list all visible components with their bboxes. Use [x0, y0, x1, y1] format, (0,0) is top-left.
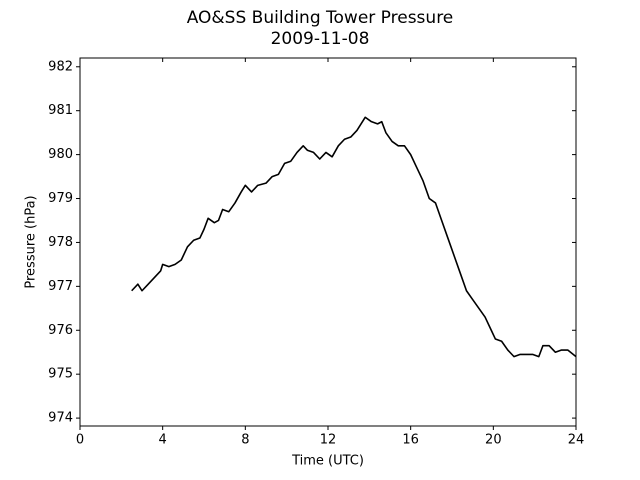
y-tick-label: 980 — [48, 147, 73, 162]
y-tick-label: 978 — [48, 235, 73, 250]
x-tick-label: 24 — [568, 433, 585, 448]
y-axis-label: Pressure (hPa) — [24, 195, 39, 288]
line-series — [131, 116, 577, 358]
y-tick-label: 982 — [48, 59, 73, 74]
chart-subtitle: 2009-11-08 — [271, 29, 370, 49]
y-tick-label: 981 — [48, 103, 73, 118]
y-tick-label: 979 — [48, 191, 73, 206]
x-tick-label: 0 — [76, 433, 84, 448]
x-tick-label: 12 — [320, 433, 337, 448]
x-tick-label: 20 — [485, 433, 502, 448]
y-tick-label: 975 — [48, 367, 73, 382]
y-tick-label: 976 — [48, 323, 73, 338]
y-tick-label: 974 — [48, 411, 73, 426]
x-tick-label: 16 — [402, 433, 419, 448]
x-tick-label: 8 — [241, 433, 249, 448]
x-axis-label: Time (UTC) — [291, 454, 364, 469]
x-tick-label: 4 — [159, 433, 167, 448]
chart-title: AO&SS Building Tower Pressure — [187, 8, 454, 28]
y-tick-label: 977 — [48, 279, 73, 294]
